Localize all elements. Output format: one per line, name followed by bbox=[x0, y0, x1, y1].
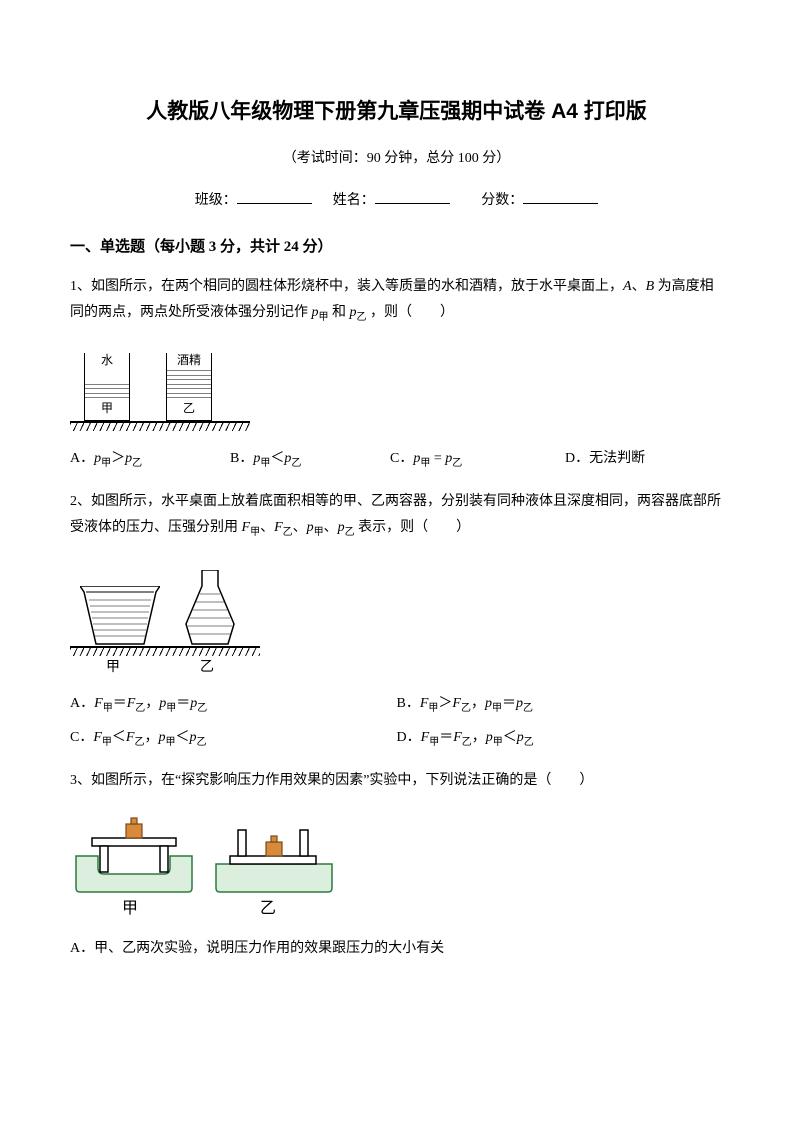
label-alcohol: 酒精 bbox=[167, 351, 211, 368]
q2-row2: C．F甲＜F乙，p甲＜p乙 D．F甲＝F乙，p甲＜p乙 bbox=[70, 726, 723, 748]
q1-options: A．p甲＞p乙 B．p甲＜p乙 C．p甲 = p乙 D．无法判断 bbox=[70, 447, 723, 469]
label-yi: 乙 bbox=[167, 399, 211, 416]
q3-text: 3、如图所示，在“探究影响压力作用效果的因素”实验中，下列说法正确的是（ ） bbox=[70, 768, 723, 794]
q1-figure: 水 甲 酒精 乙 bbox=[70, 341, 723, 431]
q2-opt-a: A．F甲＝F乙，p甲＝p乙 bbox=[70, 692, 397, 714]
weight-yi bbox=[266, 836, 282, 856]
sponge-jia bbox=[76, 856, 192, 892]
q1-text-b: 、 bbox=[632, 279, 646, 294]
q1-p2: p bbox=[350, 305, 357, 320]
vessel-jia bbox=[80, 586, 160, 646]
q3-figure: 甲 乙 bbox=[70, 808, 723, 918]
table-hatch bbox=[70, 423, 250, 431]
q2-opt-b: B．F甲＞F乙，p甲＝p乙 bbox=[397, 692, 724, 714]
q2-row1: A．F甲＝F乙，p甲＝p乙 B．F甲＞F乙，p甲＝p乙 bbox=[70, 692, 723, 714]
q1-sub-jia: 甲 bbox=[319, 312, 329, 323]
fill-line: 班级： 姓名： 分数： bbox=[70, 189, 723, 209]
beaker-water: 水 甲 bbox=[84, 353, 130, 421]
q3-opt-a: A．甲、乙两次实验，说明压力作用的效果跟压力的大小有关 bbox=[70, 936, 723, 962]
q2-figure: 甲 乙 bbox=[70, 556, 723, 676]
q3-label-yi: 乙 bbox=[260, 894, 276, 918]
q1-text: 1、如图所示，在两个相同的圆柱体形烧杯中，装入等质量的水和酒精，放于水平桌面上，… bbox=[70, 274, 723, 327]
q2-text-b: 表示，则（ ） bbox=[355, 520, 471, 535]
class-label: 班级： bbox=[195, 193, 237, 208]
table-hatch-2 bbox=[70, 648, 260, 656]
q2-label-jia: 甲 bbox=[106, 656, 120, 676]
q1-text-e: ，则（ ） bbox=[367, 305, 455, 320]
section-1-header: 一、单选题（每小题 3 分，共计 24 分） bbox=[70, 235, 723, 256]
page-title: 人教版八年级物理下册第九章压强期中试卷 A4 打印版 bbox=[70, 95, 723, 125]
score-label: 分数： bbox=[481, 193, 523, 208]
q1-text-a: 1、如图所示，在两个相同的圆柱体形烧杯中，装入等质量的水和酒精，放于水平桌面上， bbox=[70, 279, 623, 294]
sponge-yi bbox=[216, 864, 332, 892]
label-jia: 甲 bbox=[85, 399, 129, 416]
q1-opt-a: A．p甲＞p乙 bbox=[70, 447, 230, 469]
name-label: 姓名： bbox=[333, 193, 375, 208]
q3-svg bbox=[70, 808, 340, 918]
q1-opt-c: C．p甲 = p乙 bbox=[390, 447, 565, 469]
label-water: 水 bbox=[85, 351, 129, 368]
q1-text-d: 和 bbox=[329, 305, 350, 320]
q3-label-jia: 甲 bbox=[122, 894, 138, 918]
q1-B: B bbox=[646, 279, 655, 294]
score-blank[interactable] bbox=[523, 190, 598, 204]
q1-sub-yi: 乙 bbox=[357, 312, 367, 323]
q1-p1: p bbox=[312, 305, 319, 320]
q2-opt-c: C．F甲＜F乙，p甲＜p乙 bbox=[70, 726, 397, 748]
page: 人教版八年级物理下册第九章压强期中试卷 A4 打印版 （考试时间：90 分钟，总… bbox=[0, 0, 793, 1122]
class-blank[interactable] bbox=[237, 190, 312, 204]
q2-opt-d: D．F甲＝F乙，p甲＜p乙 bbox=[397, 726, 724, 748]
q2-label-yi: 乙 bbox=[200, 656, 214, 676]
vessel-yi bbox=[180, 570, 240, 646]
q1-opt-d: D．无法判断 bbox=[565, 447, 723, 469]
table-jia bbox=[92, 838, 176, 872]
name-blank[interactable] bbox=[375, 190, 450, 204]
beaker-alcohol: 酒精 乙 bbox=[166, 353, 212, 421]
q1-opt-b: B．p甲＜p乙 bbox=[230, 447, 390, 469]
exam-info: （考试时间：90 分钟，总分 100 分） bbox=[70, 147, 723, 167]
q2-text: 2、如图所示，水平桌面上放着底面积相等的甲、乙两容器，分别装有同种液体且深度相同… bbox=[70, 489, 723, 542]
weight-jia bbox=[126, 818, 142, 838]
q1-A: A bbox=[623, 279, 632, 294]
